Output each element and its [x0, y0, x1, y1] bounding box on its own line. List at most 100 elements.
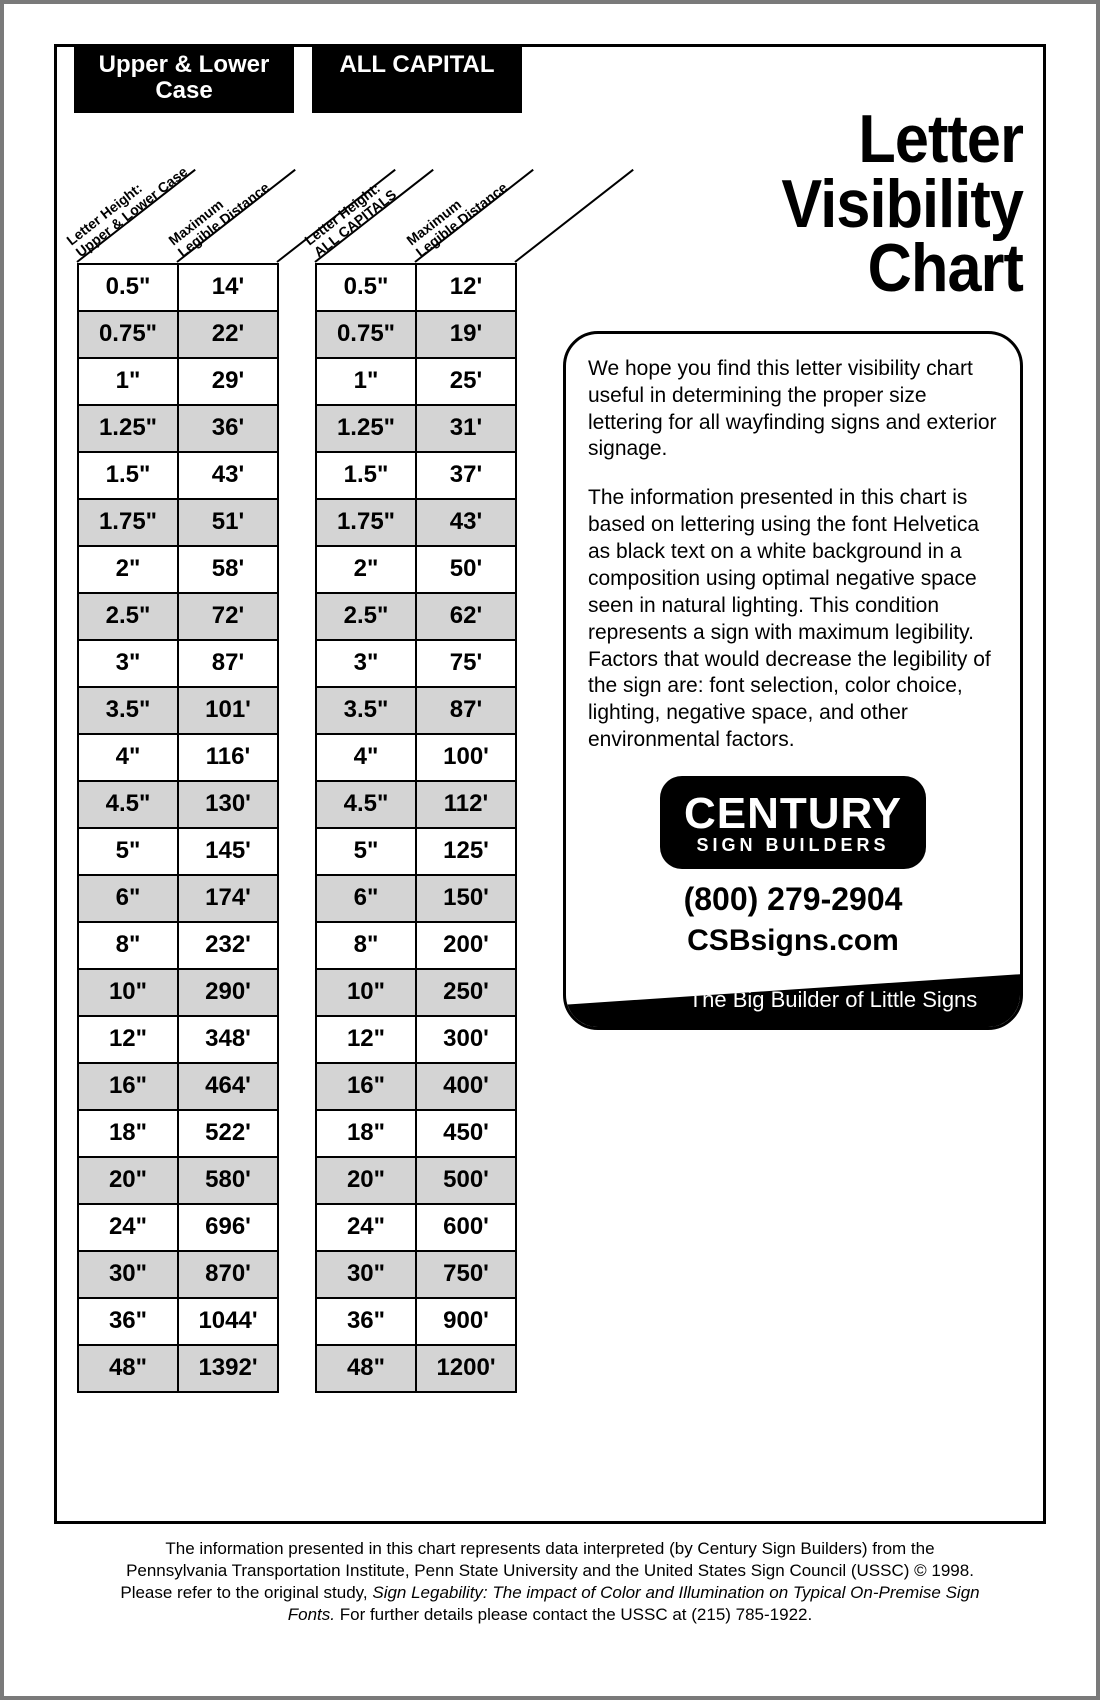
table-header-all-caps: ALL CAPITAL: [312, 44, 522, 113]
cell-height: 18": [316, 1110, 416, 1157]
cell-height: 36": [316, 1298, 416, 1345]
cell-height: 4": [316, 734, 416, 781]
cell-height: 10": [78, 969, 178, 1016]
cell-height: 12": [316, 1016, 416, 1063]
table-row: 3"75': [316, 640, 516, 687]
cell-height: 6": [316, 875, 416, 922]
table-row: 3"87': [78, 640, 278, 687]
cell-distance: 43': [416, 499, 516, 546]
footer-citation: The information presented in this chart …: [54, 1538, 1046, 1626]
cell-height: 1": [316, 358, 416, 405]
table-row: 0.5"12': [316, 264, 516, 311]
table-row: 6"150': [316, 875, 516, 922]
cell-height: 24": [78, 1204, 178, 1251]
cell-height: 1": [78, 358, 178, 405]
cell-height: 5": [78, 828, 178, 875]
cell-height: 4.5": [316, 781, 416, 828]
table-row: 24"696': [78, 1204, 278, 1251]
cell-height: 10": [316, 969, 416, 1016]
info-box: We hope you find this letter visibility …: [563, 331, 1023, 1030]
info-paragraph-1: We hope you find this letter visibility …: [588, 356, 998, 464]
cell-height: 8": [316, 922, 416, 969]
table-row: 36"1044': [78, 1298, 278, 1345]
cell-distance: 1392': [178, 1345, 278, 1392]
cell-distance: 112': [416, 781, 516, 828]
cell-distance: 464': [178, 1063, 278, 1110]
diagonal-headers-2: Letter Height: ALL CAPITALS Maximum Legi…: [315, 113, 525, 263]
cell-height: 48": [316, 1345, 416, 1392]
cell-distance: 600': [416, 1204, 516, 1251]
table-row: 0.5"14': [78, 264, 278, 311]
cell-distance: 145': [178, 828, 278, 875]
cell-distance: 232': [178, 922, 278, 969]
company-phone: (800) 279-2904: [588, 879, 998, 920]
cell-distance: 36': [178, 405, 278, 452]
cell-height: 1.25": [316, 405, 416, 452]
cell-distance: 51': [178, 499, 278, 546]
footer-line-1: The information presented in this chart …: [165, 1539, 934, 1558]
right-panel: Letter Visibility Chart We hope you find…: [563, 107, 1023, 1030]
cell-distance: 870': [178, 1251, 278, 1298]
info-paragraph-2: The information presented in this chart …: [588, 485, 998, 754]
table-row: 1"29': [78, 358, 278, 405]
table-all-caps: ALL CAPITAL Letter Height: ALL CAPITALS …: [315, 47, 525, 1393]
table-row: 6"174': [78, 875, 278, 922]
table-row: 12"348': [78, 1016, 278, 1063]
cell-distance: 87': [416, 687, 516, 734]
cell-height: 48": [78, 1345, 178, 1392]
visibility-table-upper-lower: 0.5"14'0.75"22'1"29'1.25"36'1.5"43'1.75"…: [77, 263, 279, 1393]
cell-height: 30": [78, 1251, 178, 1298]
table-row: 3.5"101': [78, 687, 278, 734]
cell-height: 0.75": [316, 311, 416, 358]
cell-distance: 25': [416, 358, 516, 405]
table-row: 1.25"36': [78, 405, 278, 452]
table-row: 10"250': [316, 969, 516, 1016]
chart-frame: Upper & Lower Case Letter Height: Upper …: [54, 44, 1046, 1524]
cell-distance: 696': [178, 1204, 278, 1251]
table-row: 2"50': [316, 546, 516, 593]
footer-line-3b-italic: Sign Legability: The impact of Color and…: [372, 1583, 979, 1602]
cell-height: 2": [78, 546, 178, 593]
cell-height: 4.5": [78, 781, 178, 828]
cell-height: 1.25": [78, 405, 178, 452]
footer-line-4a-italic: Fonts.: [288, 1605, 335, 1624]
table-row: 30"870': [78, 1251, 278, 1298]
table-row: 12"300': [316, 1016, 516, 1063]
cell-height: 0.5": [78, 264, 178, 311]
cell-distance: 12': [416, 264, 516, 311]
cell-height: 0.75": [78, 311, 178, 358]
cell-distance: 400': [416, 1063, 516, 1110]
table-row: 36"900': [316, 1298, 516, 1345]
table-row: 20"500': [316, 1157, 516, 1204]
cell-distance: 87': [178, 640, 278, 687]
table-row: 4.5"130': [78, 781, 278, 828]
cell-distance: 750': [416, 1251, 516, 1298]
cell-height: 0.5": [316, 264, 416, 311]
cell-height: 3.5": [316, 687, 416, 734]
cell-height: 2.5": [78, 593, 178, 640]
cell-height: 3.5": [78, 687, 178, 734]
cell-distance: 58': [178, 546, 278, 593]
cell-distance: 290': [178, 969, 278, 1016]
cell-height: 1.75": [316, 499, 416, 546]
cell-distance: 250': [416, 969, 516, 1016]
company-logo: CENTURY SIGN BUILDERS: [660, 776, 926, 869]
table-row: 8"200': [316, 922, 516, 969]
cell-height: 2.5": [316, 593, 416, 640]
cell-distance: 1044': [178, 1298, 278, 1345]
cell-distance: 900': [416, 1298, 516, 1345]
table-row: 1.75"51': [78, 499, 278, 546]
table-row: 2.5"72': [78, 593, 278, 640]
cell-distance: 580': [178, 1157, 278, 1204]
table-row: 18"522': [78, 1110, 278, 1157]
table-row: 10"290': [78, 969, 278, 1016]
cell-height: 20": [78, 1157, 178, 1204]
footer-line-4b: For further details please contact the U…: [335, 1605, 812, 1624]
logo-sub-text: SIGN BUILDERS: [684, 834, 902, 857]
table-row: 48"1200': [316, 1345, 516, 1392]
header-line-1: Upper & Lower: [99, 51, 270, 78]
cell-height: 2": [316, 546, 416, 593]
cell-distance: 14': [178, 264, 278, 311]
cell-distance: 62': [416, 593, 516, 640]
header-line: ALL CAPITAL: [339, 51, 494, 78]
